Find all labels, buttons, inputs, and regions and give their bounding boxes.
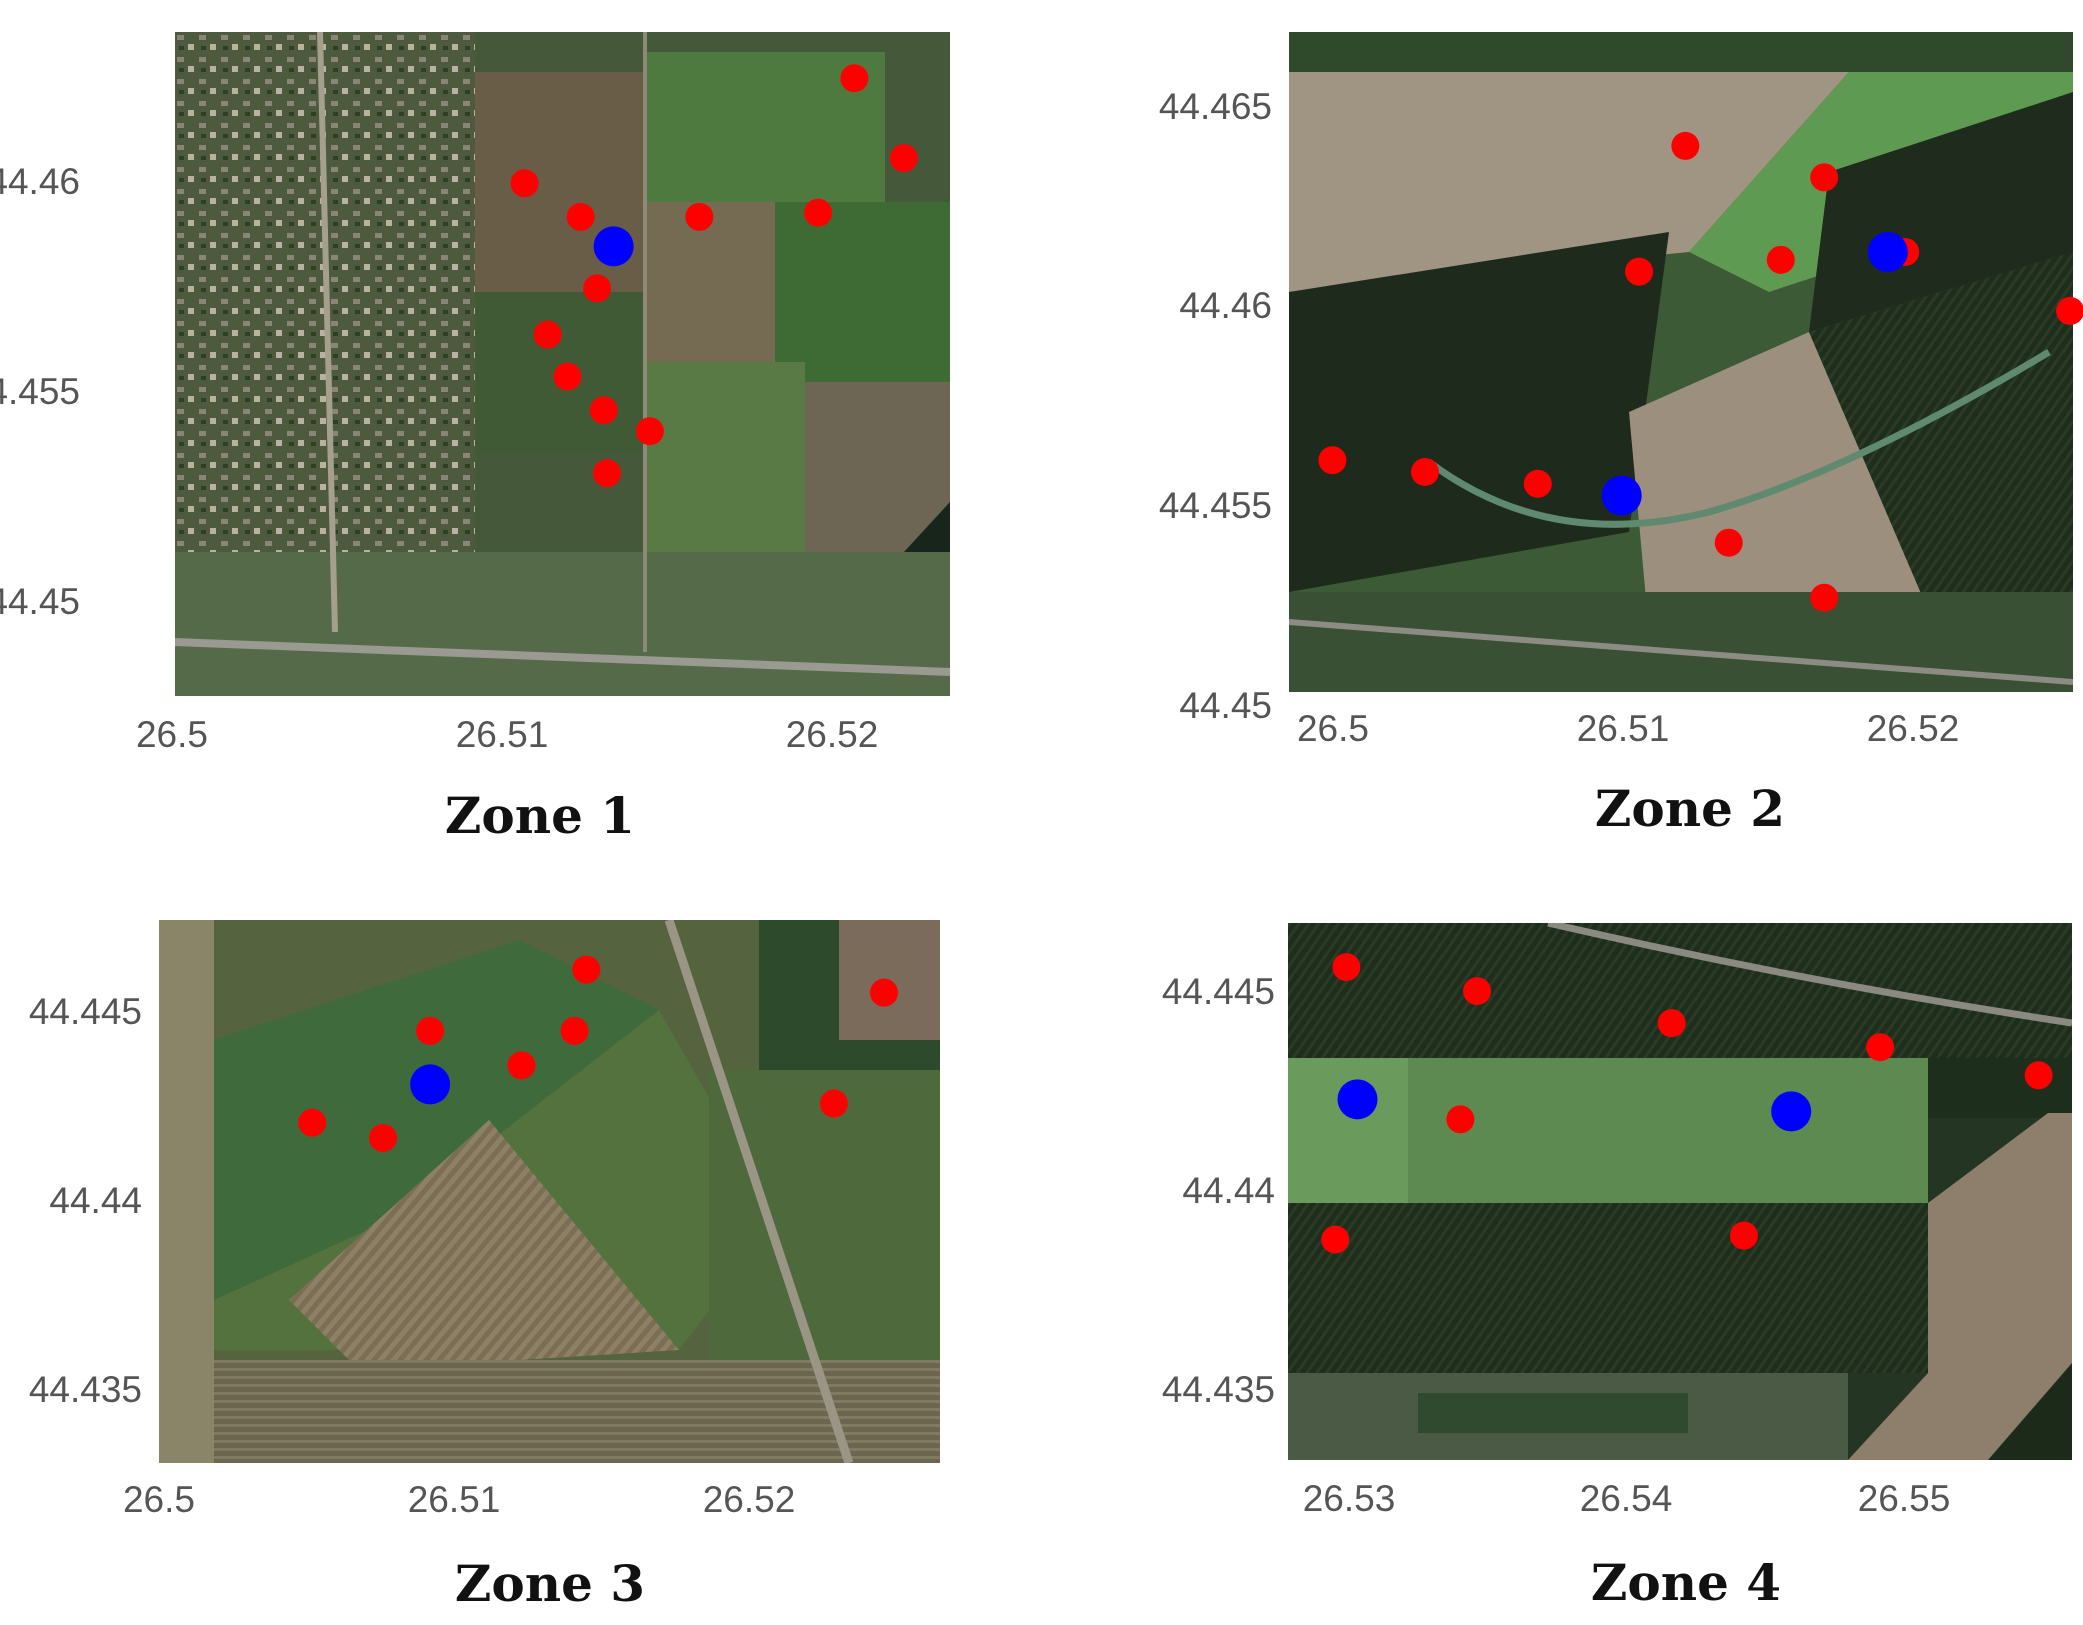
red-marker	[1729, 1221, 1758, 1250]
blue-marker	[1771, 1091, 1812, 1132]
x-tick-label: 26.5	[136, 714, 208, 755]
red-marker	[1321, 1225, 1350, 1254]
red-marker	[593, 459, 622, 488]
y-tick-label: 44.455	[0, 371, 80, 412]
y-tick-label: 44.465	[1159, 86, 1272, 127]
zone-2-title: Zone 2	[1595, 779, 1785, 838]
x-tick-label: 26.5	[1297, 708, 1369, 749]
x-tick-label: 26.54	[1580, 1478, 1673, 1519]
y-tick-label: 44.435	[29, 1369, 142, 1410]
y-tick-label: 44.45	[1179, 685, 1272, 726]
x-tick-label: 26.51	[456, 714, 549, 755]
x-tick-label: 26.51	[1577, 708, 1670, 749]
y-tick-label: 44.445	[1162, 971, 1275, 1012]
y-tick-label: 44.44	[49, 1180, 142, 1221]
red-marker	[566, 202, 595, 231]
blue-marker	[593, 226, 634, 267]
zone-4-satellite-map	[1288, 923, 2072, 1460]
red-marker	[1463, 977, 1492, 1006]
red-marker	[533, 320, 562, 349]
red-marker	[1766, 245, 1795, 274]
red-marker	[1446, 1105, 1475, 1134]
red-marker	[510, 169, 539, 198]
red-marker	[589, 396, 618, 425]
red-marker	[416, 1016, 445, 1045]
red-marker	[840, 64, 869, 93]
red-marker	[1810, 163, 1839, 192]
zone-3-satellite-map	[159, 920, 940, 1463]
zone-4-chart: 44.445 44.44 44.435 26.53 26.54 26.55 Zo…	[1162, 923, 2072, 1612]
red-marker	[298, 1108, 327, 1137]
blue-marker	[1601, 475, 1642, 516]
y-tick-label: 44.455	[1159, 485, 1272, 526]
x-tick-label: 26.55	[1858, 1478, 1951, 1519]
zone-1-chart: 44.46 44.455 44.45 26.5 26.51 26.52 Zone…	[0, 32, 950, 845]
red-marker	[368, 1123, 397, 1152]
x-tick-label: 26.52	[786, 714, 879, 755]
red-marker	[870, 978, 899, 1007]
red-marker	[2056, 296, 2083, 325]
red-marker	[1657, 1009, 1686, 1038]
red-marker	[804, 198, 833, 227]
red-marker	[1866, 1033, 1895, 1062]
red-marker	[889, 144, 918, 173]
red-marker	[1523, 469, 1552, 498]
zone-1-title: Zone 1	[445, 786, 635, 845]
red-marker	[1625, 257, 1654, 286]
red-marker	[1671, 131, 1700, 160]
y-tick-label: 44.435	[1162, 1369, 1275, 1410]
red-marker	[560, 1016, 589, 1045]
blue-marker	[1337, 1079, 1378, 1120]
y-tick-label: 44.44	[1182, 1170, 1275, 1211]
red-marker	[635, 417, 664, 446]
x-tick-label: 26.53	[1303, 1478, 1396, 1519]
red-marker	[553, 362, 582, 391]
zone-3-chart: 44.445 44.44 44.435 26.5 26.51 26.52 Zon…	[29, 920, 940, 1613]
zone-2-chart: 44.465 44.46 44.455 44.45 26.5 26.51 26.…	[1159, 32, 2083, 838]
y-tick-label: 44.46	[1179, 285, 1272, 326]
x-tick-label: 26.51	[408, 1479, 501, 1520]
red-marker	[507, 1051, 536, 1080]
red-marker	[1810, 583, 1839, 612]
red-marker	[1332, 953, 1361, 982]
red-marker	[2024, 1061, 2053, 1090]
x-tick-label: 26.52	[703, 1479, 796, 1520]
y-tick-label: 44.45	[0, 581, 80, 622]
red-marker	[685, 202, 714, 231]
red-marker	[1410, 458, 1439, 486]
y-tick-label: 44.445	[29, 991, 142, 1032]
x-tick-label: 26.5	[123, 1479, 195, 1520]
blue-marker	[410, 1064, 451, 1105]
blue-marker	[1867, 232, 1908, 272]
red-marker	[572, 955, 601, 984]
x-tick-label: 26.52	[1867, 708, 1960, 749]
zone-4-title: Zone 4	[1591, 1553, 1781, 1612]
red-marker	[583, 274, 612, 303]
zone-2-satellite-map	[1289, 32, 2073, 692]
red-marker	[1318, 446, 1347, 475]
red-marker	[1714, 528, 1743, 557]
y-tick-label: 44.46	[0, 161, 80, 202]
zone-3-title: Zone 3	[455, 1554, 645, 1613]
zone-1-satellite-map	[175, 32, 950, 696]
red-marker	[819, 1089, 848, 1118]
